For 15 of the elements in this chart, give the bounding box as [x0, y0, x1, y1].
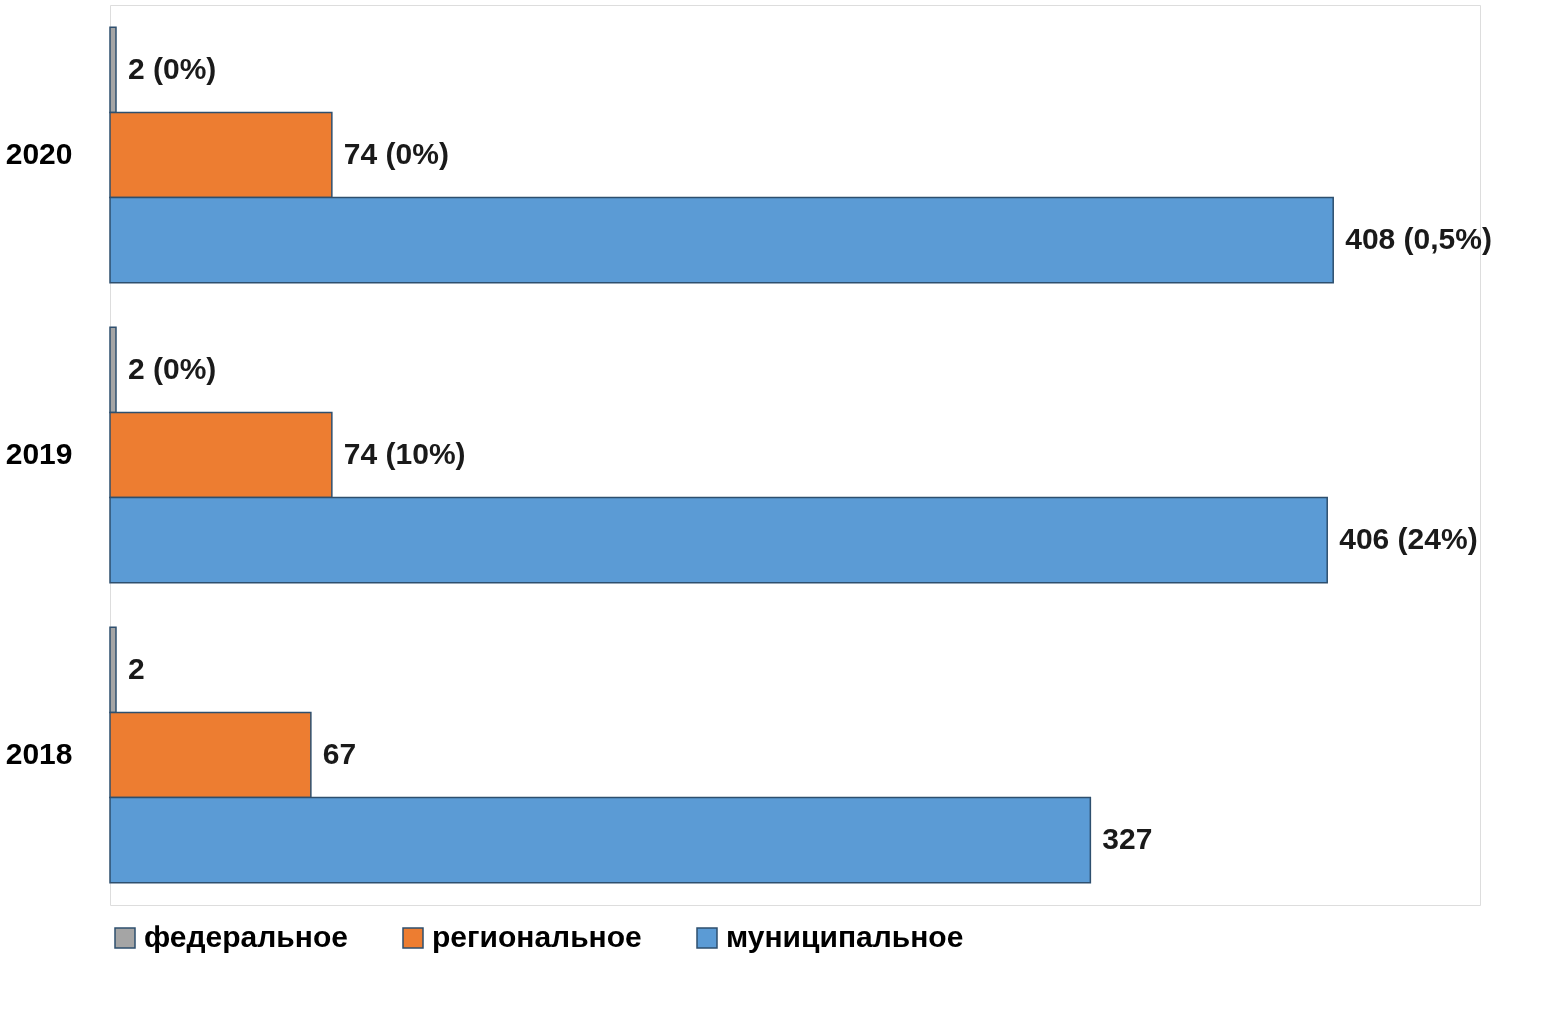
data-label: 2 (0%) [128, 51, 217, 85]
data-label: 67 [322, 737, 357, 770]
legend-label: муниципальное [726, 920, 964, 953]
data-label: 327 [1102, 822, 1153, 856]
data-label: 408 (0,5%) [1345, 222, 1492, 256]
legend-label: федеральное [144, 920, 348, 953]
data-label: 2 (0%) [128, 351, 217, 385]
data-label: 74 (0%) [343, 137, 449, 170]
data-label: 74 (10%) [343, 437, 466, 470]
data-label: 2 [128, 651, 145, 685]
y-tick-label: 2019 [5, 437, 73, 470]
legend-label: региональное [432, 920, 642, 953]
data-label: 406 (24%) [1339, 522, 1478, 556]
y-tick-label: 2020 [5, 137, 73, 170]
y-tick-label: 2018 [5, 737, 73, 770]
